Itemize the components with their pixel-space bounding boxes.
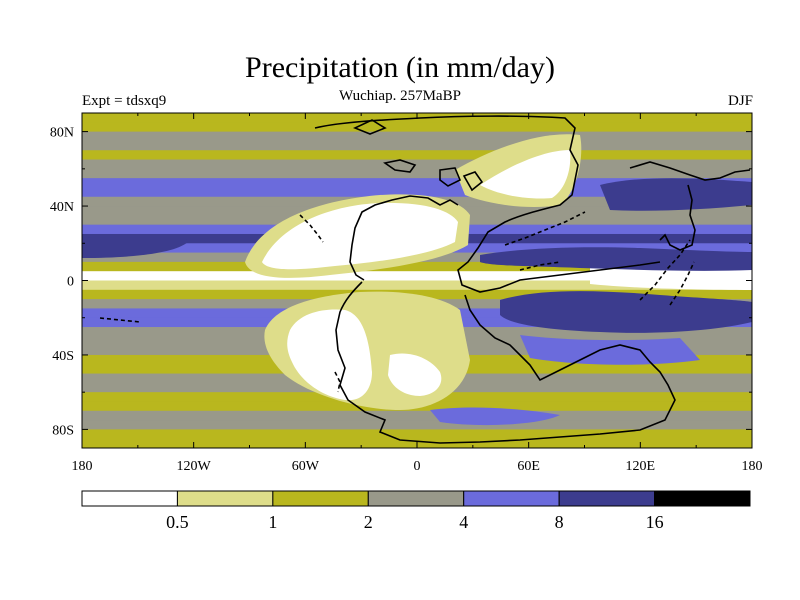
colorbar-swatch — [176, 490, 274, 507]
latitude-band — [82, 187, 752, 198]
latitude-band — [82, 140, 752, 151]
map-subtitle: Wuchiap. 257MaBP — [339, 88, 461, 104]
x-tick-label: 60W — [292, 459, 320, 474]
x-tick-label: 180 — [72, 459, 93, 474]
coastline-north-cap — [352, 119, 387, 135]
colorbar-label: 8 — [555, 512, 564, 532]
coastline-island-1 — [383, 159, 417, 173]
x-tick-label: 120W — [177, 459, 212, 474]
latitude-band — [82, 271, 752, 281]
x-tick-label: 60E — [517, 459, 540, 474]
wet-zone-south-ocean — [430, 407, 560, 426]
latitude-band — [82, 280, 752, 291]
experiment-label: Expt = tdsxq9 — [82, 93, 167, 109]
dry-zone-south-pangea-core — [287, 309, 372, 401]
coastline-island-3 — [462, 171, 484, 192]
precipitation-field — [82, 113, 752, 448]
coastline-southwest — [334, 371, 341, 393]
colorbar-swatch — [367, 490, 465, 507]
coastline-tethys-strand-1 — [504, 211, 586, 246]
colorbar-label: 16 — [646, 512, 664, 532]
dry-zone-north-pangea-core — [262, 202, 458, 270]
colorbar-swatch — [654, 490, 751, 507]
y-tick-label: 40N — [50, 200, 74, 215]
coastline-cathaysia-east — [659, 184, 696, 251]
y-tick-label: 40S — [52, 349, 74, 364]
coastline-tethys-strand-4 — [669, 261, 695, 306]
wet-zone-tethys — [500, 291, 752, 333]
latitude-band — [82, 168, 752, 179]
x-tick-label: 0 — [414, 459, 421, 474]
wet-zone-southeast — [520, 335, 700, 365]
coastline-west-island — [299, 214, 324, 243]
wet-zone-tethys-north — [480, 247, 752, 271]
colorbar-swatch — [463, 490, 560, 507]
dry-zone-south-pangea-core2 — [388, 353, 442, 396]
latitude-band — [82, 420, 752, 430]
colorbar-label: 2 — [364, 512, 373, 532]
latitude-band — [82, 178, 752, 188]
latitude-band — [82, 131, 752, 142]
coastline-pangea-north — [314, 115, 661, 293]
colorbar-swatch — [81, 490, 178, 507]
coastlines — [99, 115, 751, 444]
coastline-west-pangea — [349, 195, 459, 281]
wet-zone-northwest — [82, 236, 190, 258]
x-tick-label: 180 — [742, 459, 763, 474]
latitude-band — [82, 150, 752, 161]
colorbar-label: 4 — [459, 512, 468, 532]
wet-zone-northeast — [600, 178, 752, 211]
coastline-tethys-strand-3 — [639, 239, 691, 301]
season-label: DJF — [727, 93, 753, 109]
colorbar: 0.5 1 2 4 8 16 — [81, 490, 751, 532]
dry-zone-siberia-core — [480, 150, 571, 199]
y-tick-label: 0 — [67, 275, 74, 290]
colorbar-swatch — [558, 490, 656, 507]
latitude-band — [82, 410, 752, 421]
latitude-band — [82, 429, 752, 440]
colorbar-swatch — [272, 490, 369, 507]
axis-ticks — [81, 113, 753, 448]
coastline-cathaysia — [629, 161, 751, 181]
y-axis-labels: 80N 40N 0 40S 80S — [50, 126, 74, 439]
coastline-island-2 — [439, 167, 462, 187]
y-tick-label: 80S — [52, 423, 74, 438]
latitude-band — [82, 261, 752, 272]
coastline-pangea-south — [335, 281, 676, 444]
map-title: Precipitation (in mm/day) — [245, 51, 555, 84]
x-axis-labels: 180 120W 60W 0 60E 120E 180 — [72, 459, 763, 474]
latitude-band — [82, 122, 752, 133]
x-tick-label: 120E — [626, 459, 656, 474]
colorbar-label: 1 — [268, 512, 277, 532]
y-tick-label: 80N — [50, 126, 74, 141]
colorbar-label: 0.5 — [166, 512, 189, 532]
latitude-band — [82, 159, 752, 170]
